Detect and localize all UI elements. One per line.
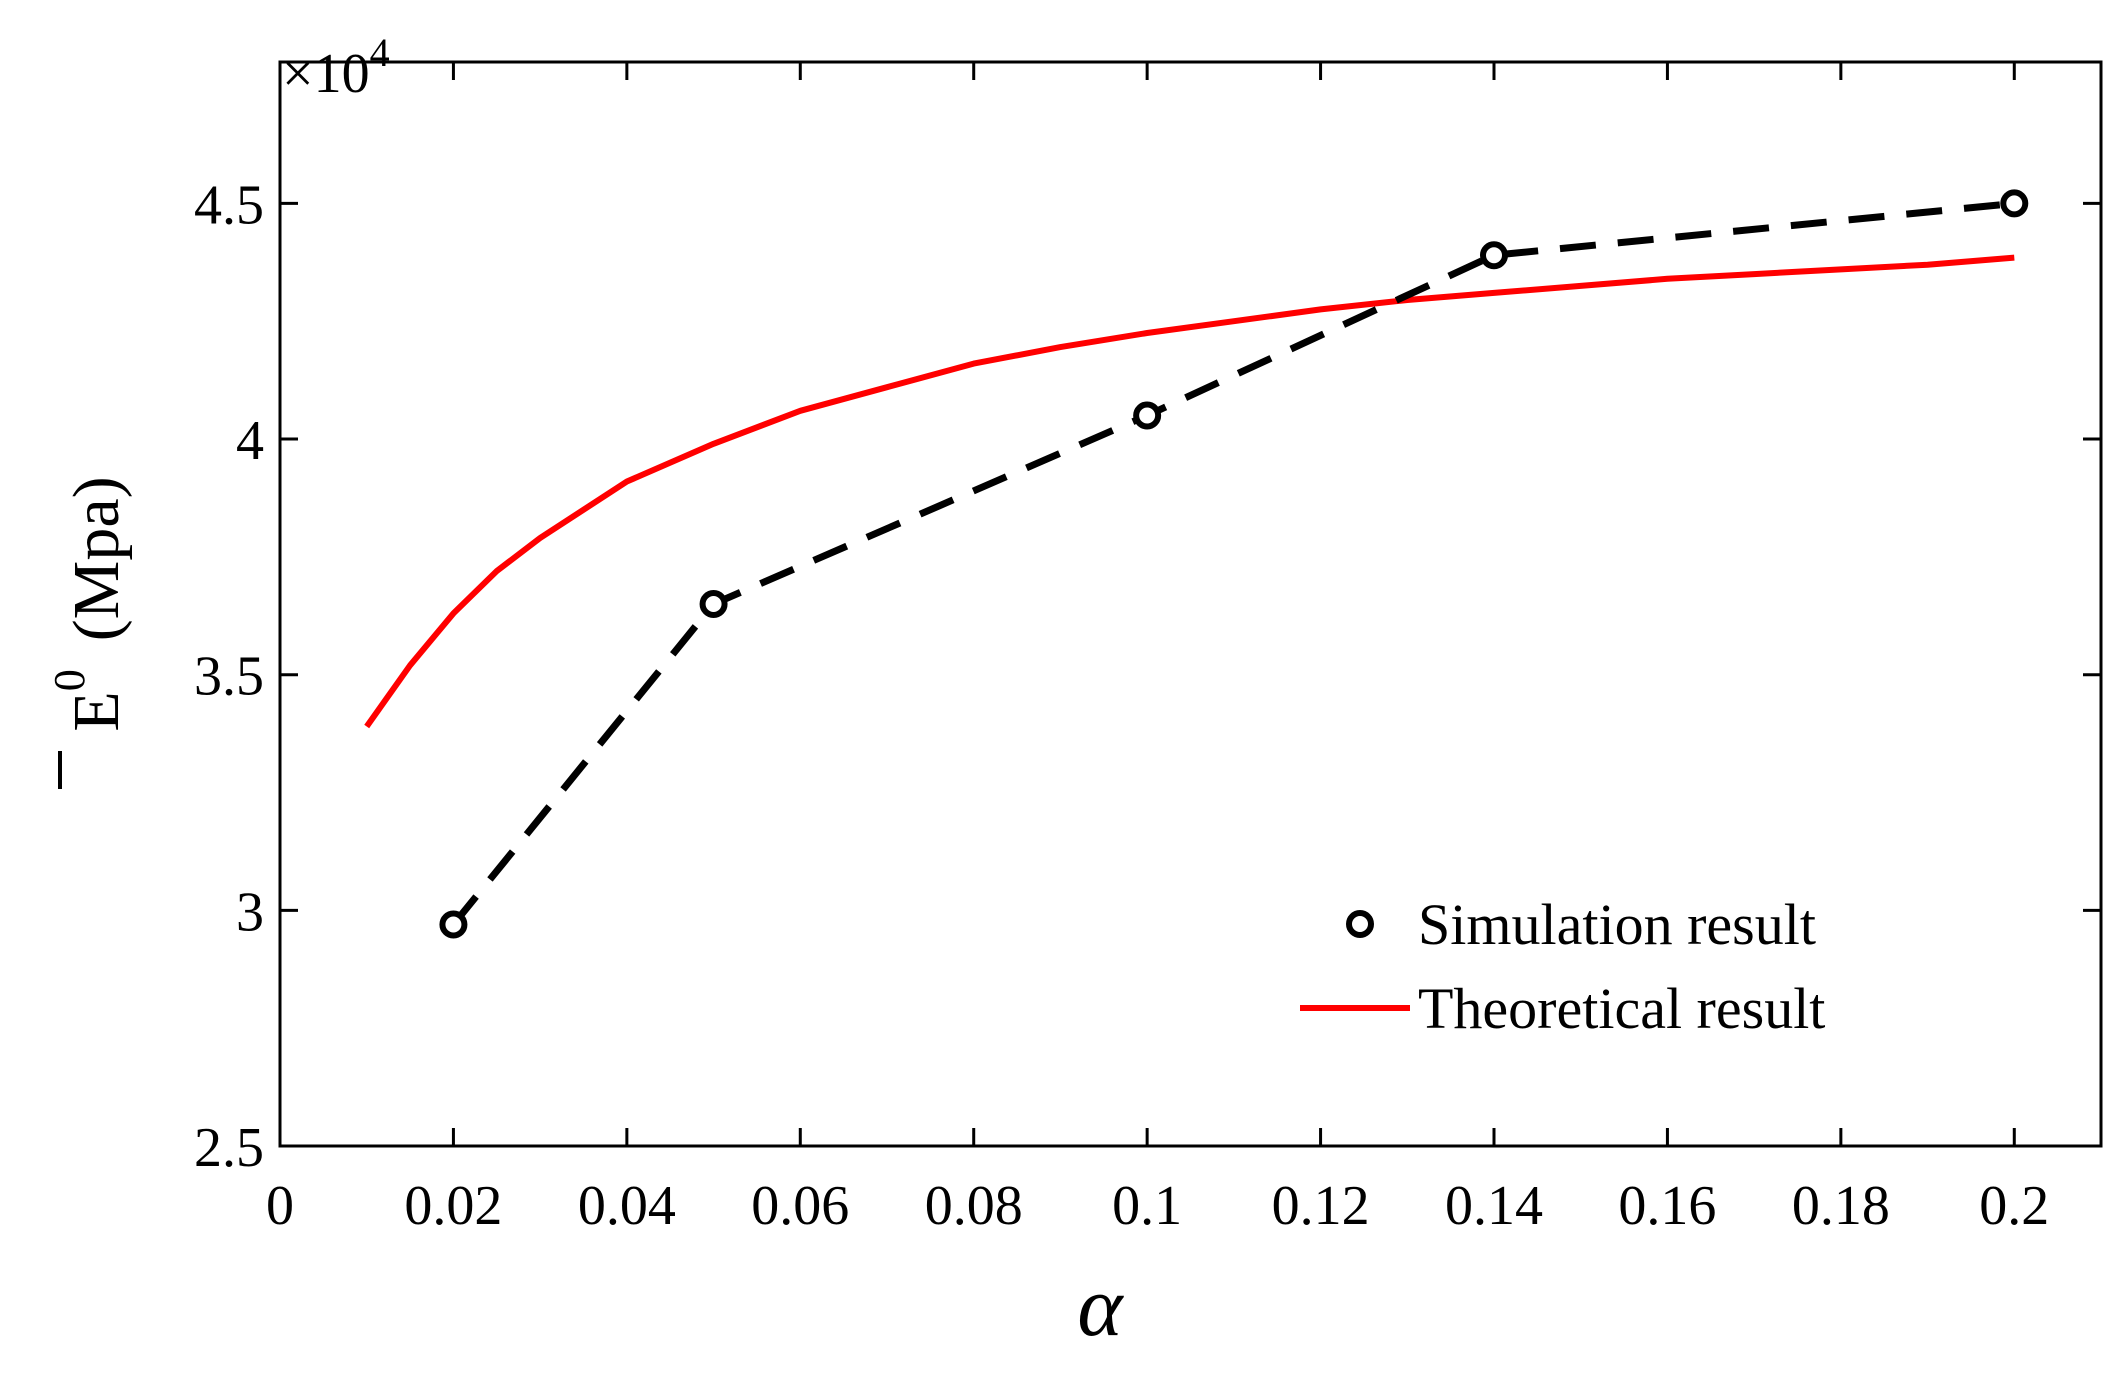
y-axis-title: E0 (Mpa) (45, 476, 133, 789)
legend: Simulation result Theoretical result (1300, 892, 1825, 1041)
simulation-point (439, 910, 468, 939)
simulation-point (2000, 189, 2029, 218)
legend-marker-simulation (1346, 910, 1374, 938)
x-axis-title: α (1077, 1258, 1124, 1354)
legend-item-simulation: Simulation result (1346, 892, 1816, 957)
legend-label-simulation: Simulation result (1418, 892, 1816, 957)
y-multiplier-exponent: 4 (370, 30, 390, 75)
y-axis-symbol: E (60, 691, 133, 731)
y-tick-label: 4.5 (194, 174, 264, 236)
series-line-theoretical (364, 254, 2015, 729)
y-multiplier-prefix: ×10 (282, 43, 370, 105)
y-axis-title-text: E0 (Mpa) (45, 476, 133, 731)
x-tick-label: 0.2 (1979, 1175, 2049, 1237)
x-tick-label: 0.08 (925, 1175, 1023, 1237)
x-tick-label: 0.12 (1272, 1175, 1370, 1237)
x-tick-label: 0.04 (578, 1175, 676, 1237)
simulation-point (1480, 241, 1508, 270)
x-tick-label: 0.02 (404, 1175, 502, 1237)
series-line-simulation (450, 199, 2015, 927)
y-tick-label: 2.5 (194, 1117, 264, 1179)
y-tick-label: 3 (236, 881, 264, 943)
plot-area-frame (278, 60, 2103, 1148)
simulation-point (699, 590, 728, 618)
x-tick-label: 0.16 (1618, 1175, 1716, 1237)
simulation-point (1133, 401, 1162, 430)
x-tick-label: 0 (266, 1175, 294, 1237)
y-tick-label: 4 (236, 410, 264, 472)
x-tick-label: 0.18 (1792, 1175, 1890, 1237)
legend-label-theoretical: Theoretical result (1418, 976, 1825, 1041)
y-tick-label: 3.5 (194, 646, 264, 708)
axis-ticks: 0 0.02 0.04 0.06 0.08 0.1 0.12 0.14 0.16 0.18 0.2 2… (194, 62, 2101, 1237)
legend-item-theoretical: Theoretical result (1300, 976, 1825, 1041)
y-axis-superscript: 0 (45, 669, 94, 691)
x-tick-label: 0.14 (1445, 1175, 1543, 1237)
x-tick-label: 0.06 (751, 1175, 849, 1237)
series-layer (364, 189, 2029, 939)
y-axis-unit: (Mpa) (60, 476, 133, 641)
x-tick-label: 0.1 (1112, 1175, 1182, 1237)
y-multiplier-label: ×104 (282, 30, 390, 105)
